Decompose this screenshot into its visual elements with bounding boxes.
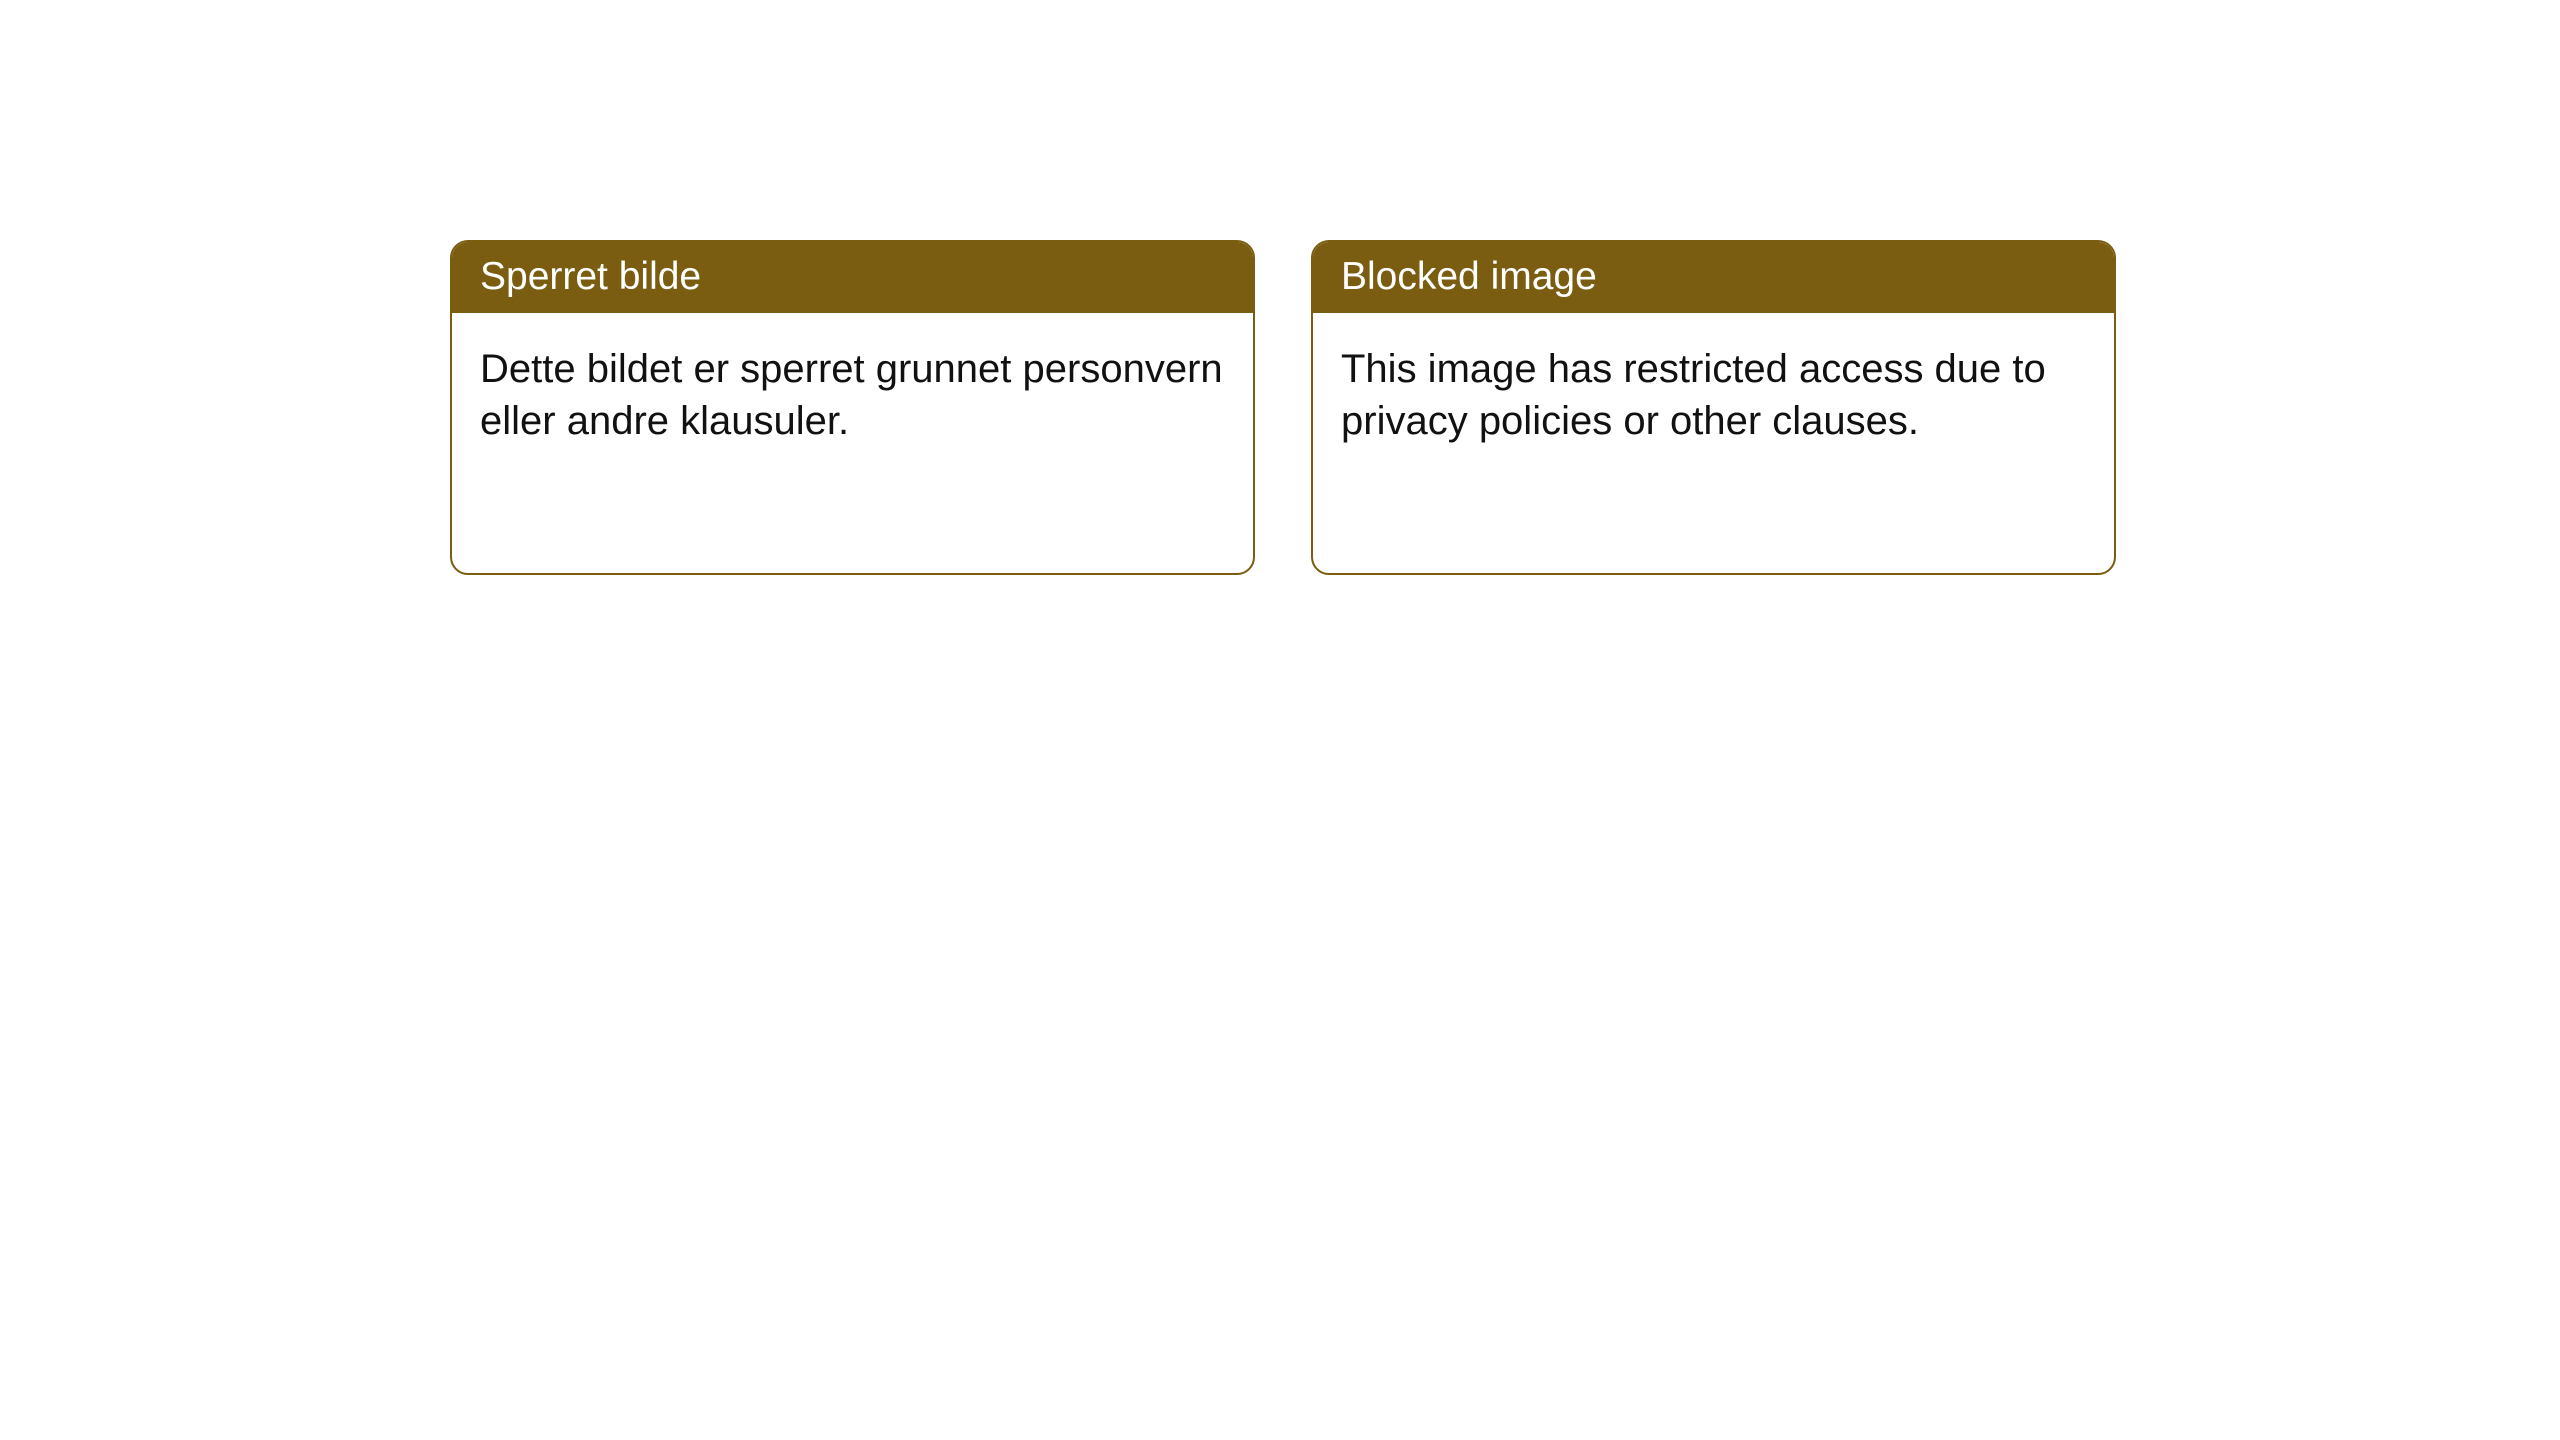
card-body-text-no: Dette bildet er sperret grunnet personve… <box>480 347 1223 443</box>
card-body-text-en: This image has restricted access due to … <box>1341 347 2046 443</box>
card-title-no: Sperret bilde <box>480 255 701 298</box>
blocked-image-card-no: Sperret bilde Dette bildet er sperret gr… <box>450 240 1255 575</box>
card-header-en: Blocked image <box>1313 242 2114 313</box>
card-title-en: Blocked image <box>1341 255 1597 298</box>
card-header-no: Sperret bilde <box>452 242 1253 313</box>
card-body-en: This image has restricted access due to … <box>1313 313 2114 477</box>
notice-container: Sperret bilde Dette bildet er sperret gr… <box>450 240 2116 575</box>
card-body-no: Dette bildet er sperret grunnet personve… <box>452 313 1253 477</box>
blocked-image-card-en: Blocked image This image has restricted … <box>1311 240 2116 575</box>
